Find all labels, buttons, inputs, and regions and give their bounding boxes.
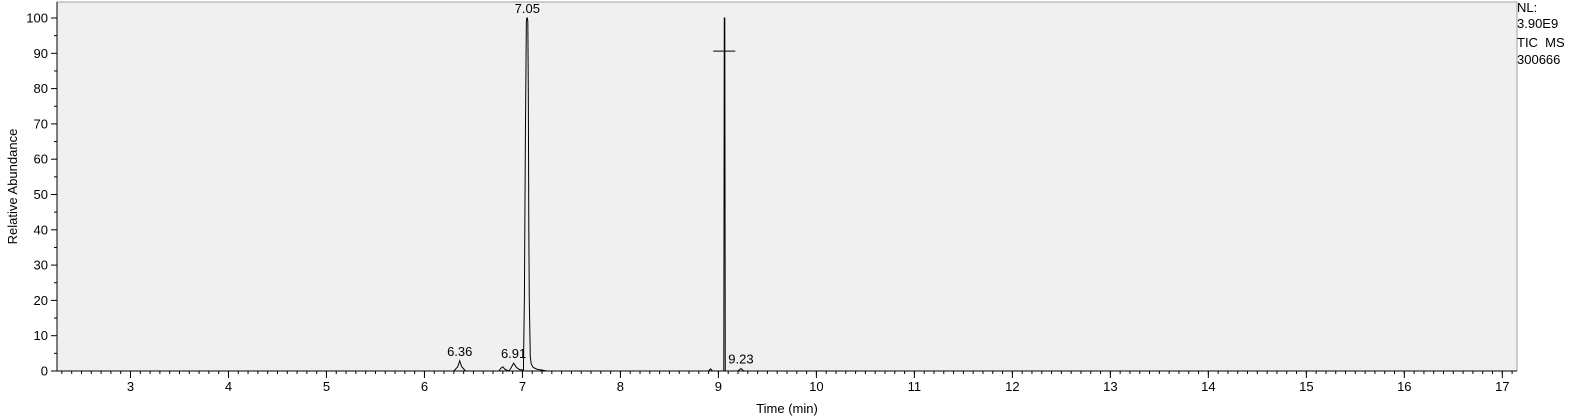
y-tick-label: 50 <box>34 187 48 202</box>
peak-labels: 7.05 6.36 6.91 9.23 <box>447 1 754 367</box>
x-tick-label: 12 <box>1005 379 1019 394</box>
y-tick-label: 100 <box>26 11 48 26</box>
normalization-value: 3.90E9 <box>1517 16 1559 31</box>
peak-label: 7.05 <box>515 1 540 16</box>
y-tick-label: 90 <box>34 46 48 61</box>
y-tick-label: 70 <box>34 116 48 131</box>
x-tick-label: 15 <box>1299 379 1313 394</box>
y-tick-label: 20 <box>34 293 48 308</box>
x-tick-label: 4 <box>225 379 232 394</box>
x-tick-label: 10 <box>809 379 823 394</box>
y-tick-label: 80 <box>34 81 48 96</box>
y-tick-label: 30 <box>34 258 48 273</box>
x-tick-label: 13 <box>1103 379 1117 394</box>
sample-name-label: 300666 <box>1517 52 1561 67</box>
x-tick-label: 7 <box>519 379 526 394</box>
y-tick-label: 0 <box>41 364 48 379</box>
y-axis-label: Relative Abundance <box>5 129 20 245</box>
tic-trace-line <box>57 17 1517 372</box>
normalization-label: NL: <box>1517 0 1538 15</box>
peak-label: 6.36 <box>447 344 472 359</box>
peak-label: 9.23 <box>728 352 753 367</box>
y-tick-label: 10 <box>34 328 48 343</box>
y-tick-label: 40 <box>34 222 48 237</box>
y-axis: 0 10 20 30 40 50 60 70 80 90 100 <box>26 2 58 379</box>
y-tick-label: 60 <box>34 152 48 167</box>
x-tick-label: 5 <box>323 379 330 394</box>
x-tick-label: 16 <box>1397 379 1411 394</box>
x-tick-label: 11 <box>908 379 922 394</box>
x-tick-label: 9 <box>715 379 722 394</box>
trace-type-label: TIC MS <box>1517 35 1565 50</box>
peak-label: 6.91 <box>501 346 526 361</box>
x-tick-label: 14 <box>1201 379 1215 394</box>
x-tick-label: 8 <box>617 379 624 394</box>
x-axis-label: Time (min) <box>756 401 818 416</box>
x-axis: 3 4 5 6 7 8 9 10 11 12 13 14 15 16 17 <box>57 370 1517 394</box>
x-tick-label: 3 <box>127 379 134 394</box>
x-tick-label: 6 <box>421 379 428 394</box>
plot-area <box>56 1 1518 372</box>
x-tick-label: 17 <box>1495 379 1509 394</box>
